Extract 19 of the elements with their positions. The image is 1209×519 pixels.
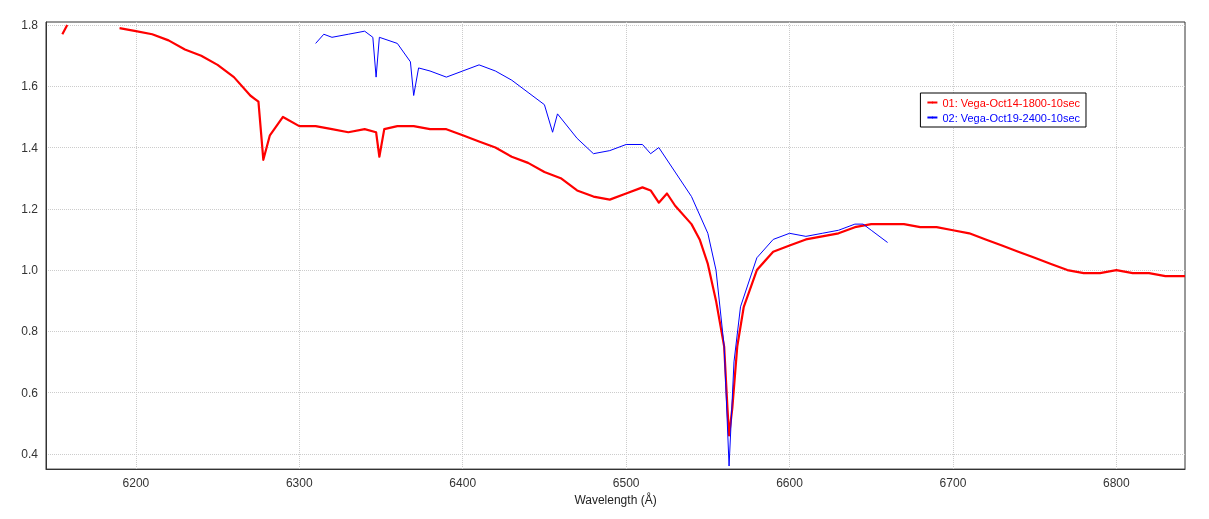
x-tick-label: 6300 xyxy=(285,476,313,491)
legend-label: 02: Vega-Oct19-2400-10sec xyxy=(942,111,1081,124)
legend-label: 01: Vega-Oct14-1800-10sec xyxy=(942,96,1081,109)
x-tick-label: 6800 xyxy=(1103,476,1131,491)
y-tick-label: 1.2 xyxy=(21,201,39,216)
x-tick-label: 6400 xyxy=(449,476,477,491)
y-tick-label: 1.8 xyxy=(21,18,39,33)
x-tick-label: 6700 xyxy=(939,476,967,491)
y-tick-label: 1.4 xyxy=(21,140,39,155)
y-tick-label: 0.6 xyxy=(21,385,39,400)
x-axis-title: Wavelength (Å) xyxy=(574,492,657,507)
y-tick-label: 1.0 xyxy=(21,263,39,278)
y-tick-label: 0.4 xyxy=(21,446,39,461)
line-series xyxy=(315,30,889,467)
x-tick-label: 6500 xyxy=(612,476,640,491)
x-tick-label: 6200 xyxy=(122,476,150,491)
y-tick-label: 0.8 xyxy=(21,324,39,339)
y-tick-label: 1.6 xyxy=(21,79,39,94)
x-tick-label: 6600 xyxy=(776,476,804,491)
